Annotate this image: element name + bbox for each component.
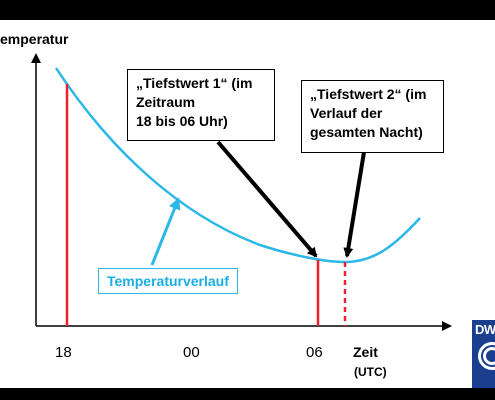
callout-tiefstwert2-line2: Verlauf der: [310, 105, 383, 121]
callout-tiefstwert1-line2: Zeitraum: [136, 94, 196, 110]
logo-ring-inner: [483, 347, 495, 365]
logo-ring-outer: [478, 342, 495, 370]
x-axis-label: Zeit: [353, 344, 378, 360]
callout-tiefstwert1: „Tiefstwert 1“ (im Zeitraum 18 bis 06 Uh…: [127, 69, 275, 141]
callout-tiefstwert2-line3: gesamten Nacht): [310, 124, 423, 140]
dwd-logo: DW: [472, 320, 495, 388]
x-axis-unit: (UTC): [354, 365, 387, 379]
arrow-tiefstwert1: [216, 140, 318, 258]
callout-tiefstwert2: „Tiefstwert 2“ (im Verlauf der gesamten …: [301, 80, 444, 153]
callout-tiefstwert2-line1: „Tiefstwert 2“ (im: [310, 86, 427, 102]
dwd-logo-text: DW: [475, 322, 495, 337]
x-tick-18: 18: [55, 344, 72, 361]
callout-tiefstwert1-line1: „Tiefstwert 1“ (im: [136, 75, 253, 91]
callout-tiefstwert1-line3: 18 bis 06 Uhr): [136, 113, 228, 129]
arrow-tiefstwert2: [343, 151, 366, 258]
top-border-bar: [0, 0, 495, 20]
x-tick-06: 06: [306, 344, 323, 361]
x-tick-00: 00: [183, 344, 200, 361]
temperature-curve: [54, 67, 421, 264]
arrow-curve-label: [150, 197, 181, 266]
y-axis-label: emperatur: [0, 31, 69, 47]
temperature-curve-label: Temperaturverlauf: [98, 268, 238, 294]
bottom-border-bar: [0, 388, 495, 400]
